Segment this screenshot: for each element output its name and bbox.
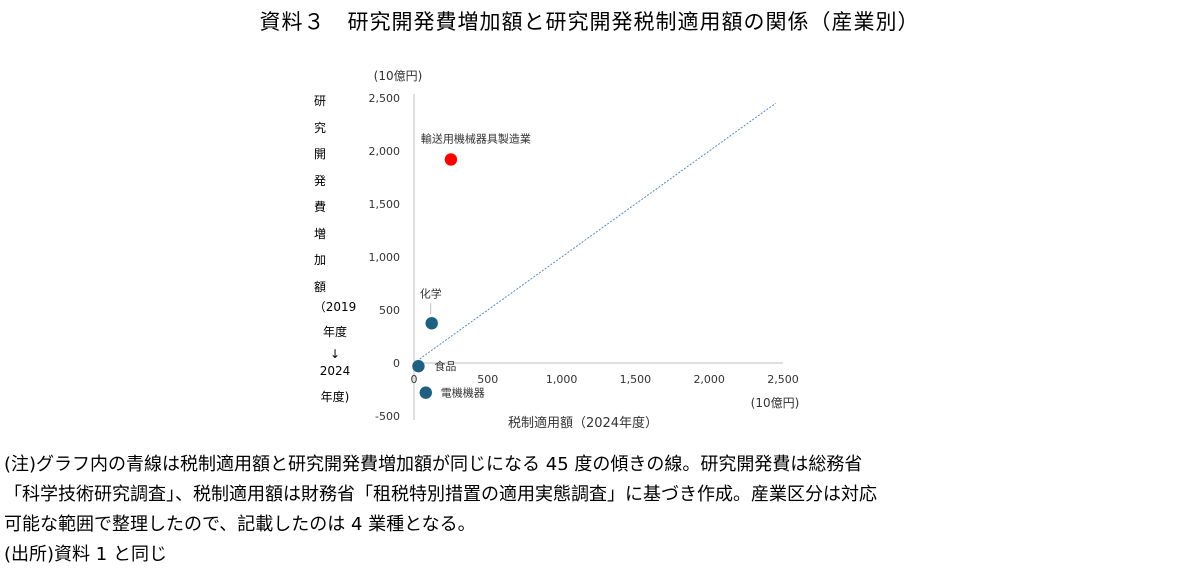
data-point-label: 食品 bbox=[434, 359, 456, 373]
y-axis-period-label: ↓ bbox=[329, 347, 341, 361]
note-line-1: (注)グラフ内の青線は税制適用額と研究開発費増加額が同じになる 45 度の傾きの… bbox=[4, 454, 863, 475]
x-unit-label: (10億円) bbox=[751, 396, 800, 410]
x-axis-title: 税制適用額（2024年度） bbox=[508, 415, 658, 431]
x-tick-label: 1,500 bbox=[620, 373, 652, 386]
y-unit-label: (10億円) bbox=[374, 69, 423, 83]
data-point-label: 電機機器 bbox=[441, 386, 485, 400]
x-tick-label: 1,000 bbox=[546, 373, 578, 386]
y-axis-title-char: 加 bbox=[313, 253, 326, 267]
y-axis-period-label: 年度) bbox=[320, 390, 350, 404]
y-axis-title-char: 額 bbox=[313, 279, 326, 294]
note-line-3: 可能な範囲で整理したので、記載したのは 4 業種となる。 bbox=[4, 514, 476, 535]
data-point bbox=[424, 316, 439, 330]
note-line-2: 「科学技術研究調査」、税制適用額は財務省「租税特別措置の適用実態調査」に基づき作… bbox=[4, 484, 877, 505]
data-point bbox=[444, 152, 458, 167]
y-tick-label: 500 bbox=[379, 304, 400, 317]
y-tick-label: 2,500 bbox=[369, 92, 401, 105]
x-tick-label: 2,000 bbox=[693, 373, 725, 386]
data-point bbox=[419, 385, 433, 400]
y-axis-period-label: 年度 bbox=[322, 325, 347, 339]
data-point-label: 化学 bbox=[420, 286, 442, 300]
chart-title: 資料３ 研究開発費増加額と研究開発税制適用額の関係（産業別） bbox=[259, 10, 920, 34]
source-line: (出所)資料 1 と同じ bbox=[4, 544, 167, 565]
y-axis-period-label: （2019 bbox=[313, 300, 357, 314]
y-tick-label: -500 bbox=[375, 410, 400, 423]
notes: (注)グラフ内の青線は税制適用額と研究開発費増加額が同じになる 45 度の傾きの… bbox=[4, 450, 1176, 570]
y-axis-title-char: 費 bbox=[313, 200, 326, 214]
y-axis-title-char: 発 bbox=[313, 173, 326, 188]
y-tick-label: 0 bbox=[393, 357, 400, 370]
data-point bbox=[411, 359, 426, 373]
x-tick-label: 500 bbox=[477, 373, 498, 386]
y-axis-title-char: 増 bbox=[313, 226, 326, 241]
y-tick-label: 1,000 bbox=[369, 251, 401, 264]
y-axis-title-char: 開 bbox=[313, 147, 326, 161]
y-tick-label: 1,500 bbox=[369, 198, 401, 211]
y-axis-title-char: 究 bbox=[313, 120, 326, 135]
x-tick-label: 0 bbox=[411, 373, 418, 386]
x-tick-label: 2,500 bbox=[767, 373, 799, 386]
y-tick-label: 2,000 bbox=[369, 145, 401, 158]
data-point-label: 輸送用機械器具製造業 bbox=[421, 131, 531, 145]
reference-45-degree-line bbox=[413, 102, 776, 364]
y-axis-title-char: 研 bbox=[313, 94, 326, 108]
y-axis-period-label: 2024 bbox=[319, 364, 351, 378]
scatter-chart: -500 0 500 1,000 1,500 2,000 2,500 0 500 1,000 1,5… bbox=[369, 69, 800, 431]
